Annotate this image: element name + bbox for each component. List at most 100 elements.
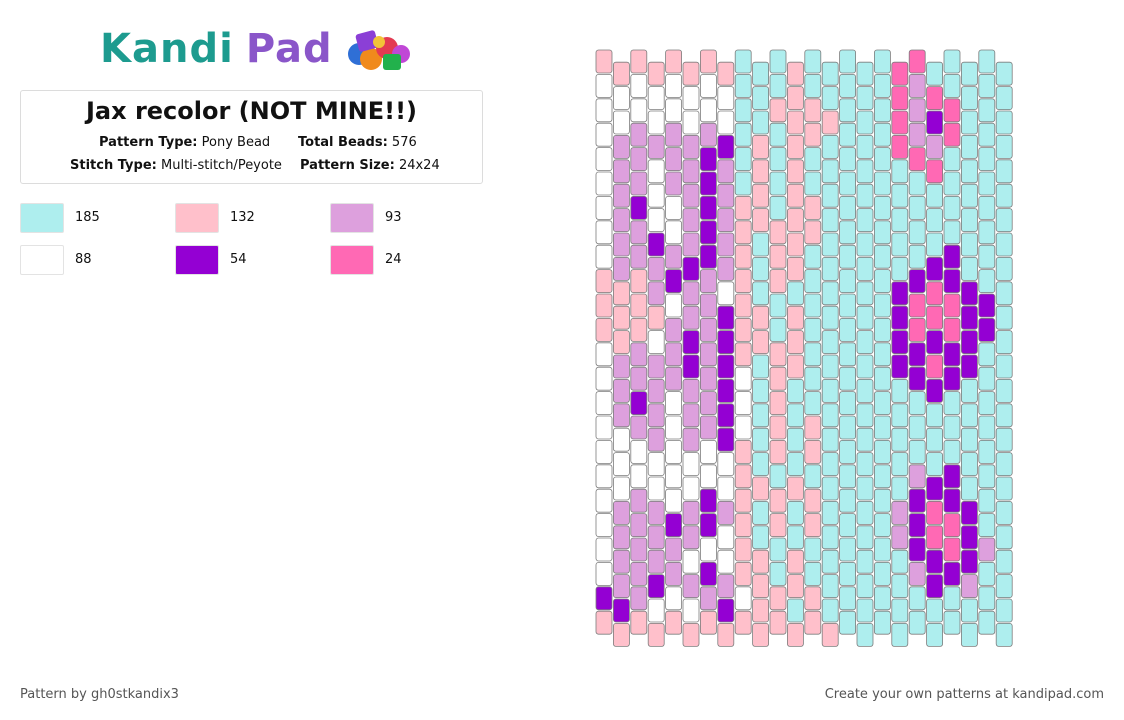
bead[interactable]: [908, 391, 926, 416]
bead[interactable]: [995, 232, 1013, 257]
bead[interactable]: [804, 610, 822, 635]
bead[interactable]: [926, 574, 943, 598]
bead[interactable]: [595, 366, 613, 391]
bead[interactable]: [995, 256, 1013, 281]
bead[interactable]: [821, 232, 839, 257]
bead[interactable]: [769, 488, 787, 513]
bead[interactable]: [734, 122, 752, 147]
bead[interactable]: [856, 61, 874, 86]
bead[interactable]: [630, 488, 648, 513]
bead[interactable]: [769, 464, 787, 489]
bead[interactable]: [682, 378, 700, 403]
bead[interactable]: [978, 415, 996, 440]
bead[interactable]: [804, 74, 822, 98]
bead[interactable]: [926, 159, 943, 184]
bead[interactable]: [717, 256, 735, 281]
bead[interactable]: [908, 195, 926, 220]
bead[interactable]: [926, 623, 943, 647]
bead[interactable]: [995, 110, 1013, 135]
bead[interactable]: [647, 134, 665, 159]
bead[interactable]: [647, 378, 665, 403]
bead[interactable]: [647, 403, 665, 428]
bead[interactable]: [630, 74, 648, 98]
bead[interactable]: [682, 330, 700, 355]
bead[interactable]: [717, 623, 735, 647]
bead[interactable]: [769, 171, 787, 196]
bead[interactable]: [682, 232, 700, 257]
bead[interactable]: [665, 488, 682, 513]
bead[interactable]: [613, 110, 630, 135]
bead[interactable]: [891, 110, 909, 135]
bead[interactable]: [856, 427, 874, 452]
bead[interactable]: [700, 586, 717, 611]
bead[interactable]: [752, 574, 769, 598]
bead[interactable]: [839, 439, 856, 464]
bead[interactable]: [961, 159, 978, 184]
bead[interactable]: [787, 305, 804, 330]
bead[interactable]: [665, 562, 682, 586]
bead[interactable]: [995, 525, 1013, 550]
bead[interactable]: [839, 415, 856, 440]
bead[interactable]: [647, 256, 665, 281]
bead[interactable]: [874, 415, 891, 440]
bead[interactable]: [891, 232, 909, 257]
bead[interactable]: [926, 305, 943, 330]
bead[interactable]: [665, 537, 682, 562]
bead[interactable]: [700, 488, 717, 513]
bead[interactable]: [874, 439, 891, 464]
bead[interactable]: [995, 330, 1013, 355]
bead[interactable]: [647, 476, 665, 501]
bead[interactable]: [908, 98, 926, 123]
bead[interactable]: [891, 134, 909, 159]
bead[interactable]: [926, 452, 943, 477]
bead[interactable]: [752, 500, 769, 525]
bead[interactable]: [961, 598, 978, 623]
bead[interactable]: [682, 305, 700, 330]
bead[interactable]: [752, 549, 769, 574]
bead[interactable]: [734, 439, 752, 464]
bead[interactable]: [613, 354, 630, 379]
bead[interactable]: [821, 256, 839, 281]
bead[interactable]: [630, 195, 648, 220]
bead[interactable]: [717, 427, 735, 452]
bead[interactable]: [734, 537, 752, 562]
bead[interactable]: [891, 476, 909, 501]
bead[interactable]: [839, 244, 856, 269]
bead[interactable]: [734, 513, 752, 537]
bead[interactable]: [908, 464, 926, 489]
bead[interactable]: [665, 98, 682, 123]
bead[interactable]: [613, 500, 630, 525]
bead[interactable]: [613, 281, 630, 306]
bead[interactable]: [995, 452, 1013, 477]
bead[interactable]: [926, 500, 943, 525]
bead[interactable]: [682, 427, 700, 452]
bead[interactable]: [839, 74, 856, 98]
bead[interactable]: [804, 342, 822, 367]
bead[interactable]: [630, 317, 648, 342]
bead[interactable]: [961, 232, 978, 257]
bead[interactable]: [595, 195, 613, 220]
bead[interactable]: [734, 562, 752, 586]
bead[interactable]: [995, 159, 1013, 184]
bead[interactable]: [682, 403, 700, 428]
bead[interactable]: [630, 49, 648, 74]
bead[interactable]: [787, 476, 804, 501]
bead[interactable]: [682, 110, 700, 135]
bead[interactable]: [839, 562, 856, 586]
bead[interactable]: [891, 623, 909, 647]
bead[interactable]: [978, 562, 996, 586]
bead[interactable]: [700, 171, 717, 196]
bead[interactable]: [874, 244, 891, 269]
bead[interactable]: [734, 610, 752, 635]
bead[interactable]: [700, 537, 717, 562]
bead[interactable]: [613, 330, 630, 355]
bead[interactable]: [891, 281, 909, 306]
kandi-pad-logo[interactable]: Kandi Pad: [100, 24, 417, 74]
bead[interactable]: [961, 305, 978, 330]
bead[interactable]: [891, 330, 909, 355]
bead[interactable]: [856, 208, 874, 233]
bead[interactable]: [821, 500, 839, 525]
bead[interactable]: [908, 49, 926, 74]
bead[interactable]: [856, 623, 874, 647]
bead[interactable]: [891, 208, 909, 233]
